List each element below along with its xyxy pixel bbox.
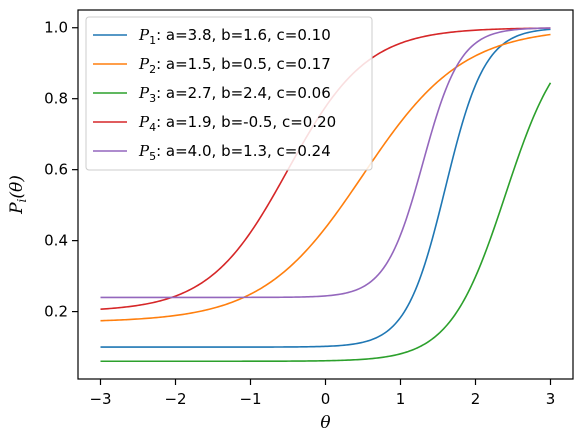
legend-box: [85, 16, 373, 171]
legend-symbol: P: [138, 84, 150, 102]
x-tick-label: 3: [546, 390, 556, 408]
legend-subscript: 1: [149, 34, 156, 47]
plot-frame: [77, 9, 574, 380]
x-tick-label: −1: [239, 390, 261, 408]
y-axis-label-argument: (θ): [7, 175, 27, 199]
ticks-layer: −3 −2 −1 0 1 2 3 0.2 0.4 0.6 0.8 1.0: [44, 19, 555, 408]
y-axis-label: Pi(θ): [7, 175, 29, 215]
legend-entry-p2: P2: a=1.5, b=0.5, c=0.17: [138, 55, 331, 76]
legend-symbol: P: [138, 26, 150, 44]
series-line-p5: [100, 27, 551, 299]
legend-entry-p3: P3: a=2.7, b=2.4, c=0.06: [138, 84, 331, 105]
legend-params: : a=4.0, b=1.3, c=0.24: [156, 142, 331, 160]
legend-symbol: P: [138, 113, 150, 131]
legend-params: : a=2.7, b=2.4, c=0.06: [156, 84, 331, 102]
legend-subscript: 4: [149, 121, 156, 134]
x-tick-label: 1: [396, 390, 406, 408]
y-axis-label-subscript: i: [15, 198, 29, 202]
y-tick-label: 0.8: [44, 90, 68, 108]
legend-entry-p4: P4: a=1.9, b=-0.5, c=0.20: [138, 113, 336, 134]
x-axis-label: θ: [320, 413, 330, 433]
x-tick-label: −2: [164, 390, 186, 408]
legend-params: : a=3.8, b=1.6, c=0.10: [156, 26, 331, 44]
series-line-p2: [100, 33, 551, 322]
legend-entry-p5: P5: a=4.0, b=1.3, c=0.24: [138, 142, 331, 163]
series-line-p3: [100, 82, 552, 363]
y-tick-label: 1.0: [44, 19, 68, 37]
x-tick-label: 0: [321, 390, 331, 408]
y-axis-label-symbol: P: [7, 202, 27, 215]
y-tick-label: 0.4: [44, 232, 68, 250]
x-tick-label: 2: [471, 390, 481, 408]
legend-symbol: P: [138, 142, 150, 160]
y-tick-label: 0.2: [44, 303, 68, 321]
legend-params: : a=1.9, b=-0.5, c=0.20: [156, 113, 336, 131]
series-line-p1: [100, 28, 551, 348]
legend-subscript: 5: [149, 150, 156, 163]
legend-entry-p1: P1: a=3.8, b=1.6, c=0.10: [138, 26, 331, 47]
y-tick-label: 0.6: [44, 161, 68, 179]
legend-symbol: P: [138, 55, 150, 73]
x-tick-label: −3: [89, 390, 111, 408]
legend-params: : a=1.5, b=0.5, c=0.17: [156, 55, 331, 73]
legend-subscript: 2: [149, 63, 156, 76]
legend-subscript: 3: [149, 92, 156, 105]
